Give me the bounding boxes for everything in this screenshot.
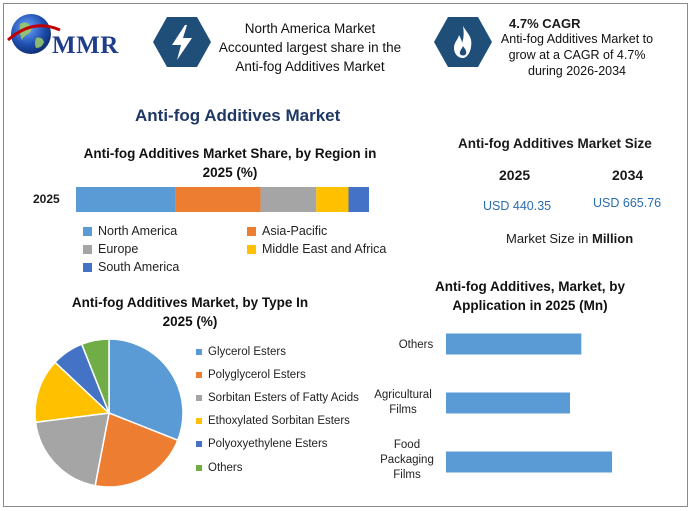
application-label-line: Packaging (380, 454, 434, 466)
application-label-line: Others (398, 339, 434, 351)
cagr-text-line: grow at a CAGR of 4.7% (508, 48, 646, 62)
type-pie-chart (34, 338, 184, 488)
mmr-logo: MMR (6, 8, 136, 62)
legend-item-glycerol-esters: Glycerol Esters (196, 346, 286, 358)
market-size-year-2034: 2034 (612, 167, 644, 183)
market-size-note-unit: Million (591, 231, 634, 246)
legend-item-north-america: North America (83, 224, 177, 238)
market-size-value-2025: USD 440.35 (483, 199, 552, 213)
market-size-value-2034: USD 665.76 (593, 196, 662, 210)
region-bar-segment-north-america (76, 187, 176, 212)
legend-label: Asia-Pacific (262, 224, 328, 238)
region-chart-title-line: Anti-fog Additives Market Share, by Regi… (83, 146, 377, 161)
logo-text: MMR (52, 32, 119, 59)
pie-slice-glycerol-esters (108, 338, 184, 442)
cagr-title: 4.7% CAGR (509, 16, 581, 31)
header-text-line: North America Market (244, 21, 376, 36)
legend-item-ethoxylated-sorbitan-esters: Ethoxylated Sorbitan Esters (196, 415, 350, 427)
cagr-text-line: during 2026-2034 (528, 64, 626, 78)
market-size-title: Anti-fog Additives Market Size (458, 136, 652, 151)
application-label-food-packaging-films: Food Packaging Films (372, 438, 442, 483)
legend-swatch (83, 262, 92, 272)
legend-item-polyglycerol-esters: Polyglycerol Esters (196, 369, 306, 381)
application-label-line: Food (393, 439, 421, 451)
globe-icon (7, 14, 61, 54)
application-label-agricultural-films: Agricultural Films (366, 388, 440, 418)
legend-swatch (196, 441, 202, 447)
legend-swatch (196, 418, 202, 424)
legend-label: Ethoxylated Sorbitan Esters (208, 415, 350, 427)
region-bar-segment-asia-pacific (175, 187, 261, 212)
region-bar-category: 2025 (33, 192, 60, 206)
region-stacked-bar (76, 187, 369, 212)
legend-label: South America (98, 260, 180, 274)
cagr-text-line: Anti-fog Additives Market to (500, 32, 654, 46)
header-text-line: Accounted largest share in the (218, 40, 402, 55)
application-label-line: Agricultural (374, 389, 432, 401)
pie-slice-polyglycerol-esters (94, 411, 179, 488)
main-title: Anti-fog Additives Market (135, 106, 341, 125)
application-chart-title-line: Anti-fog Additives, Market, by (434, 279, 625, 294)
legend-swatch (83, 226, 92, 236)
header-text-line: Anti-fog Additives Market (235, 59, 385, 74)
lightning-bolt-icon (153, 17, 211, 67)
flame-icon (434, 17, 492, 67)
legend-swatch (196, 465, 202, 471)
legend-label: Polyoxyethylene Esters (208, 438, 328, 450)
market-size-note-prefix: Market Size in (506, 231, 592, 246)
application-bar-food-packaging-films (446, 451, 613, 473)
application-bar-chart (446, 333, 613, 473)
legend-swatch (83, 244, 92, 254)
legend-swatch (196, 349, 202, 355)
application-bar-others (446, 333, 582, 355)
legend-item-europe: Europe (83, 242, 138, 256)
legend-item-asia-pacific: Asia-Pacific (247, 224, 327, 238)
hex-icon-1 (152, 16, 212, 73)
legend-item-mea: Middle East and Africa (247, 242, 386, 256)
market-size-year-2025: 2025 (499, 167, 531, 183)
legend-swatch (247, 226, 256, 236)
application-bar-agricultural-films (446, 392, 571, 414)
legend-label: North America (98, 224, 178, 238)
region-chart-title-line: 2025 (%) (202, 165, 258, 180)
region-bar-segment-south-america (348, 187, 369, 212)
legend-item-polyoxyethylene-esters: Polyoxyethylene Esters (196, 438, 328, 450)
pie-slice-sorbitan-esters-of-fatty-acids (34, 412, 110, 487)
application-label-line: Films (389, 404, 417, 416)
legend-label: Middle East and Africa (262, 242, 387, 256)
application-label-others: Others (386, 338, 446, 353)
legend-label: Sorbitan Esters of Fatty Acids (208, 392, 359, 404)
legend-item-south-america: South America (83, 260, 179, 274)
legend-label: Others (208, 462, 243, 474)
legend-swatch (247, 244, 256, 254)
infographic-frame (3, 3, 688, 507)
market-size-note: Market Size in Million (506, 231, 633, 246)
legend-swatch (196, 395, 202, 401)
legend-swatch (196, 372, 202, 378)
hex-icon-2 (433, 16, 493, 73)
legend-label: Polyglycerol Esters (208, 369, 306, 381)
legend-item-others: Others (196, 462, 243, 474)
type-chart-title-line: 2025 (%) (162, 314, 218, 329)
application-chart-title-line: Application in 2025 (Mn) (452, 298, 608, 313)
application-label-line: Films (393, 469, 421, 481)
region-bar-segment-europe (260, 187, 317, 212)
type-chart-title-line: Anti-fog Additives Market, by Type In (71, 295, 309, 310)
pie-slice-others (80, 338, 110, 414)
pie-slice-ethoxylated-sorbitan-esters (34, 361, 111, 424)
region-bar-segment-middle-east-and-africa (316, 187, 349, 212)
legend-item-sorbitan-esters: Sorbitan Esters of Fatty Acids (196, 392, 359, 404)
legend-label: Europe (98, 242, 139, 256)
legend-label: Glycerol Esters (208, 346, 286, 358)
